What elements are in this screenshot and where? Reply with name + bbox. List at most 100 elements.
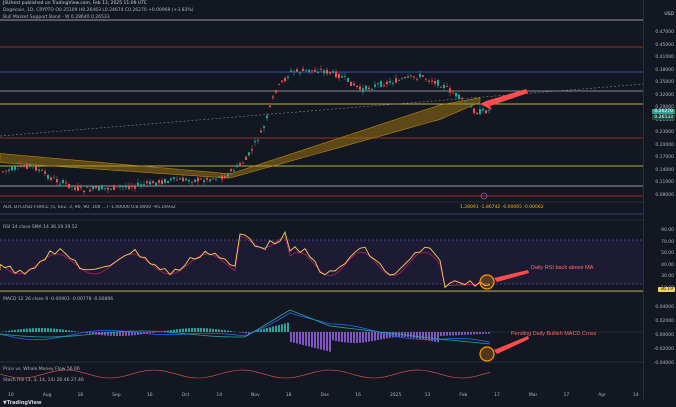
price-axis-tick: 0.26000 — [655, 117, 674, 123]
macd-histogram-bar — [62, 329, 64, 332]
candle-body — [62, 179, 64, 184]
price-axis-tick: 0.32000 — [655, 92, 674, 98]
candle-body — [449, 88, 451, 93]
macd-legend[interactable]: MACD 12 26 close 9 -0.00903 -0.00778 -0.… — [3, 297, 114, 302]
candle-body — [404, 77, 406, 78]
candle-body — [137, 182, 139, 185]
macd-histogram-bar — [104, 332, 106, 336]
candle-body — [245, 157, 247, 160]
candle-body — [50, 177, 52, 181]
candle-body — [437, 79, 439, 86]
candle-body — [413, 76, 415, 78]
macd-histogram-bar — [344, 332, 346, 343]
candle-body — [53, 177, 55, 179]
macd-histogram-bar — [479, 332, 481, 335]
macd-histogram-bar — [137, 332, 139, 335]
top-strip-legend[interactable]: ADC BTCUSD FORCE (5, 6x2, 3, 90, 90, 100… — [3, 205, 176, 210]
candle-body — [458, 94, 460, 99]
candle-body — [11, 166, 13, 171]
candle-body — [32, 165, 34, 167]
candle-body — [299, 72, 301, 74]
candle-body — [341, 76, 343, 78]
time-axis-tick: 14 — [216, 393, 223, 398]
macd-histogram-bar — [266, 328, 268, 332]
macd-histogram-bar — [437, 332, 439, 343]
candle-body — [362, 88, 364, 93]
macd-histogram-bar — [272, 326, 274, 332]
price-axis-tick: 0.08000 — [655, 192, 674, 198]
candle-body — [485, 110, 487, 114]
whale-flow-line — [0, 369, 491, 379]
rsi-band — [0, 240, 644, 284]
macd-histogram-bar — [197, 328, 199, 332]
rsi-axis-tick: 90.00 — [661, 228, 674, 233]
macd-histogram-bar — [11, 330, 13, 332]
price-axis-tick: 0.38000 — [655, 67, 674, 73]
candle-body — [116, 185, 118, 187]
whale-flow-legend[interactable]: Price vs. Whale Money Flow 56.06 — [3, 367, 80, 372]
stoch-rsi-legend[interactable]: Stoch RSI (3, 3, 14, 14) 26.46 27.46 — [3, 378, 84, 383]
macd-histogram-bar — [314, 332, 316, 348]
candle-body — [35, 166, 37, 171]
candle-body — [23, 166, 25, 167]
rsi-annotation: Daily RSI back above MA — [531, 265, 594, 271]
candle-body — [230, 169, 232, 172]
time-axis-tick: Nov — [251, 393, 260, 398]
candle-body — [200, 178, 202, 180]
rsi-legend[interactable]: RSI 14 close SMA 14 36.19 39.52 — [3, 225, 78, 230]
symbol-legend[interactable]: Dogecoin, 1D, CRYPTO O0.25109 H0.26463 L… — [3, 8, 194, 13]
candle-body — [383, 85, 385, 87]
macd-histogram-bar — [353, 332, 355, 343]
candle-body — [77, 186, 79, 191]
macd-histogram-bar — [89, 332, 91, 334]
macd-histogram-bar — [410, 332, 412, 338]
tradingview-logo[interactable]: ▼TradingView — [3, 400, 42, 406]
macd-histogram-bar — [56, 328, 58, 332]
candle-body — [188, 179, 190, 182]
macd-histogram-bar — [212, 328, 214, 332]
chart-canvas[interactable] — [0, 0, 644, 399]
candle-body — [446, 85, 448, 87]
candle-body — [317, 71, 319, 73]
candle-body — [128, 185, 130, 190]
candle-body — [218, 176, 220, 178]
time-axis-tick: Oct — [181, 393, 190, 398]
macd-histogram-bar — [167, 330, 169, 332]
macd-histogram-bar — [383, 332, 385, 339]
candle-body — [374, 84, 376, 87]
price-axis-tick: 0.41000 — [655, 55, 674, 60]
candle-body — [104, 187, 106, 189]
macd-histogram-bar — [218, 329, 220, 332]
macd-histogram-bar — [149, 332, 151, 334]
candle-body — [353, 83, 355, 86]
macd-histogram-bar — [179, 328, 181, 332]
candle-body — [107, 187, 109, 190]
rsi-axis-tick: 40.00 — [661, 262, 674, 268]
rsi-arrow — [494, 270, 529, 282]
time-axis-tick: Mar — [528, 393, 538, 398]
candle-body — [251, 149, 253, 151]
macd-histogram-bar — [74, 331, 76, 332]
macd-histogram-bar — [422, 332, 424, 340]
macd-histogram-bar — [227, 330, 229, 332]
macd-histogram-bar — [164, 330, 166, 332]
price-axis-tick: 0.29000 — [655, 105, 674, 110]
candle-body — [335, 71, 337, 78]
price-axis-tick: 0.14000 — [655, 167, 674, 173]
macd-histogram-bar — [23, 328, 25, 332]
candle-body — [395, 78, 397, 83]
candle-body — [41, 169, 43, 171]
candle-body — [140, 184, 142, 186]
candle-body — [209, 179, 211, 182]
price-axis[interactable]: USD 0.47000 0.45000 0.41000 0.38000 0.35000 0… — [643, 0, 676, 399]
macd-histogram-bar — [311, 332, 313, 348]
support-band — [0, 97, 481, 179]
candle-body — [326, 69, 328, 74]
indicator-legend[interactable]: Bull Market Support Band - W 0.28640 0.2… — [3, 15, 110, 20]
candle-body — [296, 69, 298, 72]
macd-histogram-bar — [35, 328, 37, 332]
macd-axis-tick: 0.00000 — [655, 333, 674, 338]
candle-body — [179, 178, 181, 180]
candle-body — [368, 87, 370, 90]
price-axis-tick: 0.11000 — [655, 180, 674, 185]
